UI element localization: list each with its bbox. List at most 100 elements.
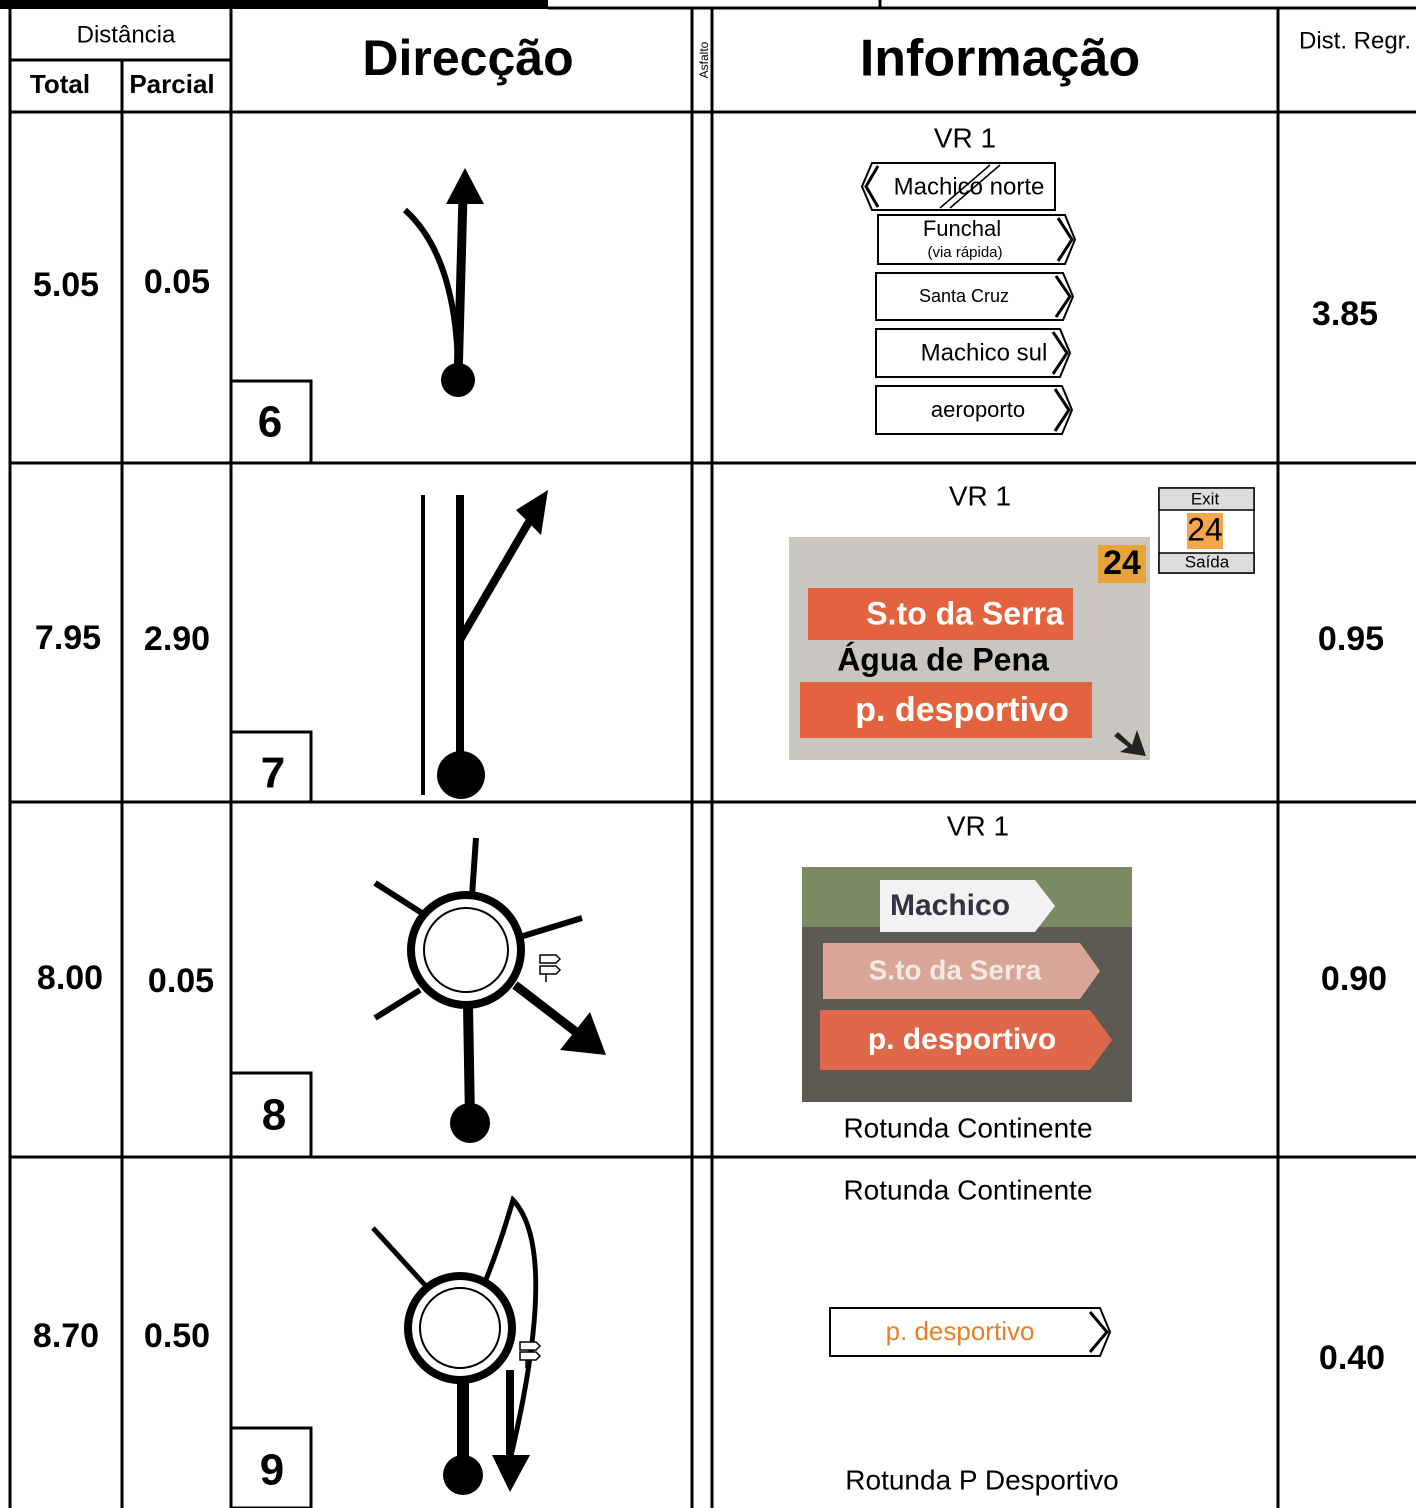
shape [516,490,548,535]
place-label: Rotunda P Desportivo [845,1464,1118,1495]
step-number: 8 [262,1091,286,1140]
road-label: VR 1 [949,480,1011,511]
partial: 0.05 [144,263,210,301]
sign-text: Machico norte [894,173,1045,200]
exit-number: 24 [1187,511,1223,547]
shape [443,1455,483,1495]
photo-text: Machico [890,889,1010,922]
shape [229,1426,313,1508]
row-values: 5.05 0.05 3.85 7.95 2.90 0.95 8.00 0.05 … [33,263,1387,1377]
caption: Rotunda Continente [843,1112,1092,1143]
remaining: 0.90 [1321,960,1387,998]
header-partial: Parcial [129,69,214,99]
shape [453,194,468,381]
shape [404,1272,516,1384]
photo-text: p. desportivo [868,1023,1056,1056]
shape [482,1195,539,1461]
shape [875,328,1072,378]
shape [0,0,548,9]
partial: 2.90 [144,620,210,658]
step-number: 6 [258,398,282,447]
shape [229,730,313,804]
shape [1187,513,1223,549]
shape [823,943,1100,999]
sign-text: Funchal [923,216,1001,241]
photo-text: Água de Pena [837,641,1049,677]
remaining: 0.40 [1319,1339,1385,1377]
row-numbers: 6 7 8 9 [258,398,286,1495]
place-label: Rotunda Continente [843,1174,1092,1205]
shape [373,987,422,1021]
shape [229,379,313,465]
shape [229,1071,313,1159]
info-8: VR 1 Machico S.to da Serra p. desportivo… [802,810,1132,1143]
shape [864,165,880,208]
sign-text: aeroporto [931,397,1025,422]
road-label: VR 1 [934,122,996,153]
shape [1088,1311,1109,1353]
partial: 0.05 [148,962,214,1000]
shape [1056,217,1074,262]
shape [373,880,427,918]
shape [949,164,1001,209]
exit-bottom: Saída [1185,552,1230,571]
road-label: VR 1 [947,810,1009,841]
shape [419,1287,501,1369]
photo-text: 24 [1103,544,1141,582]
header: Distância Total Parcial Direcção Asfalto… [30,21,1411,99]
shape [820,1010,1112,1070]
total: 8.00 [37,959,103,997]
shape [860,162,1056,211]
partial: 0.50 [144,1317,210,1355]
shape [407,891,525,1009]
shape [1114,730,1146,756]
header-distance: Distância [77,21,176,48]
header-asphalt: Asfalto [697,41,711,78]
shape [446,168,484,204]
sign-text: p. desportivo [886,1316,1035,1346]
shape [519,915,583,940]
shape [875,272,1075,321]
shape [512,981,583,1039]
shape [880,880,1055,932]
shape [437,751,485,799]
shape [1051,331,1069,375]
shape [560,1012,606,1055]
total: 8.70 [33,1317,99,1355]
photo-text: S.to da Serra [866,595,1064,631]
shape [402,207,461,366]
shape [808,588,1073,640]
diagram-8 [373,837,606,1143]
shape [469,837,479,897]
diagram-7 [421,490,548,799]
header-information: Informação [860,30,1140,88]
shape [423,907,509,993]
shape [1098,545,1146,583]
shape [539,954,562,982]
shape [1158,552,1255,574]
shape [829,1307,1112,1357]
diagram-9 [371,1195,542,1495]
step-number: 9 [260,1446,284,1495]
info-6: VR 1 Machico norte Funchal (via rápida) … [860,122,1077,435]
shape [456,517,534,643]
shape [492,1455,530,1492]
photo-text: p. desportivo [855,691,1068,729]
exit-top: Exit [1191,489,1220,508]
step-number: 7 [261,749,285,798]
shape [939,164,991,209]
header-total: Total [30,69,90,99]
info-7: VR 1 Exit 24 Saída 24 S.to da Serra Água… [789,480,1255,760]
diagram-6 [402,168,484,397]
shape [1158,487,1255,511]
header-direction: Direcção [362,30,573,86]
total: 5.05 [33,266,99,304]
shape [441,363,475,397]
header-remaining: Dist. Regr. [1299,27,1411,54]
shape [875,385,1074,435]
remaining: 3.85 [1312,295,1378,333]
